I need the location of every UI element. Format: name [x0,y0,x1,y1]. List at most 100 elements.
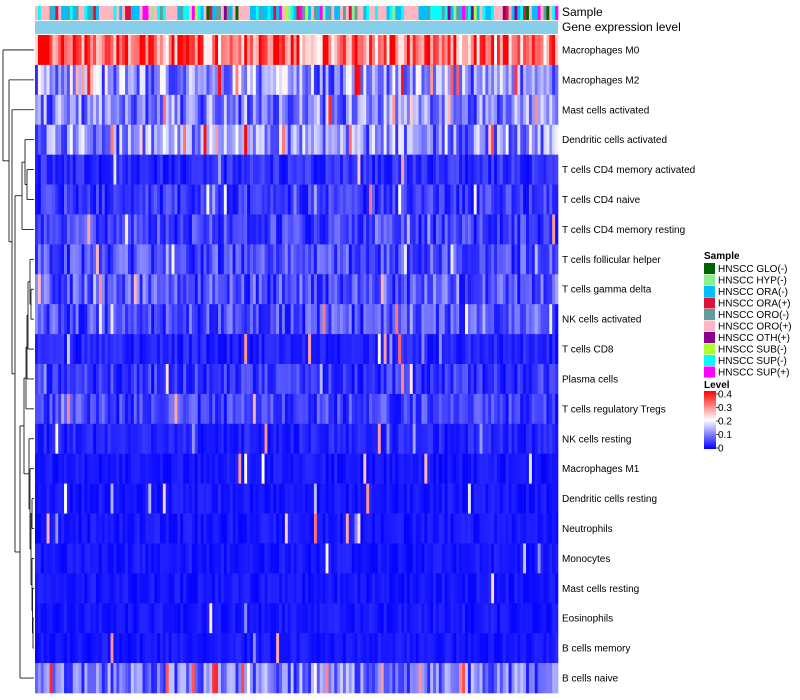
heatmap-cell [162,124,167,155]
heatmap-cell [174,603,178,634]
sample-annotation-cell [311,6,315,20]
heatmap-cell [528,453,533,484]
heatmap-cell [223,214,228,245]
heatmap-cell [279,244,283,275]
sample-annotation-cell [450,6,454,20]
heatmap-cell [470,334,475,365]
heatmap-cell [113,573,117,604]
heatmap-cell [331,364,335,395]
heatmap-cell [546,214,550,245]
heatmap-cell [281,423,286,455]
heatmap-cell [133,35,137,66]
heatmap-cell [183,663,187,694]
heatmap-cell [473,603,477,634]
heatmap-cell [258,35,262,66]
heatmap-cell [110,334,114,365]
heatmap-cell [552,453,556,484]
heatmap-cell [552,184,556,215]
heatmap-cell [308,543,312,574]
heatmap-cell [250,214,254,245]
heatmap-cell [345,214,350,245]
heatmap-cell [191,184,196,215]
heatmap-cell [543,304,547,335]
heatmap-cell [499,603,504,634]
heatmap-cell [374,154,379,185]
heatmap-cell [139,214,143,245]
heatmap-cell [526,573,530,604]
heatmap-cell [476,364,480,395]
heatmap-cell [438,64,443,96]
sample-annotation-cell [78,6,82,20]
sample-legend-label: HNSCC GLO(-) [718,264,787,275]
heatmap-cell [40,633,45,664]
heatmap-cell [494,124,498,155]
heatmap-cell [543,244,547,275]
heatmap-cell [61,423,65,455]
heatmap-cell [267,154,271,185]
heatmap-cell [159,244,164,275]
heatmap-cell [418,364,422,395]
heatmap-cell [313,423,318,455]
heatmap-cell [37,274,42,305]
heatmap-cell [447,543,451,574]
heatmap-cell [98,483,103,514]
heatmap-cell [35,364,39,395]
heatmap-cell [229,94,233,126]
sample-annotation-cell [447,6,451,20]
heatmap-cell [456,573,460,604]
heatmap-cell [281,663,286,694]
heatmap-cell [302,603,306,634]
heatmap-cell [380,334,384,365]
heatmap-cell [119,543,123,574]
heatmap-cell [90,35,94,66]
heatmap-cell [467,64,472,96]
heatmap-cell [552,513,556,544]
heatmap-cell [235,393,239,425]
heatmap-cell [537,423,541,455]
heatmap-cell [276,513,280,544]
heatmap-cell [401,64,405,96]
heatmap-cell [438,184,443,215]
heatmap-cell [502,154,506,185]
heatmap-cell [218,483,222,514]
heatmap-cell [64,124,68,155]
heatmap-cell [523,513,527,544]
heatmap-cell [154,603,158,634]
heatmap-cell [319,334,323,365]
heatmap-cell [87,513,91,544]
heatmap-cell [438,35,443,66]
heatmap-cell [107,334,111,365]
row-label: Dendritic cells resting [562,494,657,505]
sample-annotation-cell [354,6,358,20]
heatmap-cell [159,214,164,245]
heatmap-cell [389,214,393,245]
heatmap-cell [546,663,550,694]
heatmap-cell [473,453,477,484]
heatmap-cell [453,543,457,574]
heatmap-cell [415,453,419,484]
heatmap-cell [543,543,547,574]
sample-annotation-cell [409,6,414,20]
heatmap-cell [191,393,196,425]
heatmap-cell [412,364,416,395]
heatmap-cell [499,423,504,455]
heatmap-cell [372,423,376,455]
heatmap-cell [229,364,233,395]
heatmap-cell [398,214,402,245]
heatmap-cell [78,364,82,395]
heatmap-cell [392,184,396,215]
heatmap-cell [409,214,414,245]
heatmap-cell [496,94,501,126]
heatmap-cell [415,154,419,185]
heatmap-cell [186,244,190,275]
heatmap-cell [360,64,364,96]
heatmap-cell [418,573,422,604]
sample-annotation-cell [180,6,184,20]
heatmap-cell [319,304,323,335]
heatmap-cell [348,543,353,574]
heatmap-cell [55,393,59,425]
row-label: Neutrophils [562,524,613,535]
heatmap-cell [311,244,315,275]
heatmap-cell [148,35,152,66]
sample-annotation-cell [171,6,175,20]
